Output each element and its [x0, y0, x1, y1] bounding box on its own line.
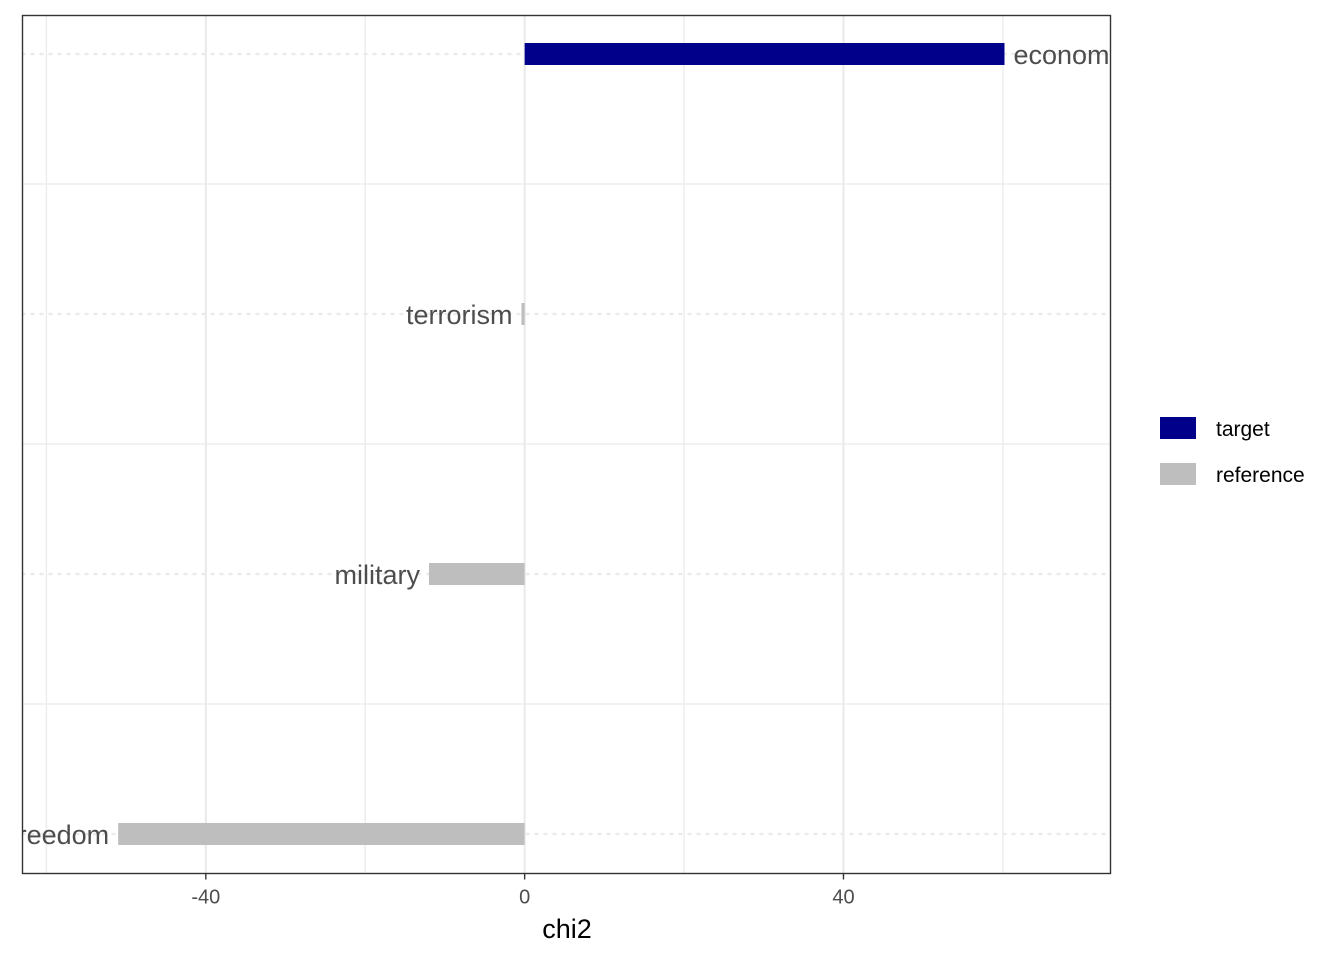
bar-label-military: military: [335, 560, 421, 590]
x-tick-label: 40: [832, 887, 854, 909]
bar-labels: economy terrorism military freedom: [10, 40, 1123, 850]
legend-key-target: [1160, 417, 1196, 439]
legend-label-target: target: [1216, 418, 1270, 441]
x-axis-title: chi2: [542, 914, 592, 944]
bar-military: [429, 563, 525, 585]
legend-label-reference: reference: [1216, 464, 1305, 487]
bars: [118, 43, 1005, 845]
x-tick-label: -40: [191, 887, 220, 909]
panel-border: [21, 14, 1112, 875]
x-tick-label: 0: [519, 887, 530, 909]
bar-freedom: [118, 823, 525, 845]
legend: target reference: [1160, 417, 1305, 487]
bar-label-economy: economy: [1013, 40, 1123, 70]
panel-border-rect: [21, 14, 1112, 875]
grid-lines: [22, 15, 1111, 874]
bar-label-freedom: freedom: [10, 820, 109, 850]
legend-key-reference: [1160, 463, 1196, 485]
bar-label-terrorism: terrorism: [406, 300, 513, 330]
bar-terrorism: [521, 303, 525, 325]
bar-economy: [524, 43, 1005, 65]
x-axis: -40 0 40: [191, 873, 855, 909]
